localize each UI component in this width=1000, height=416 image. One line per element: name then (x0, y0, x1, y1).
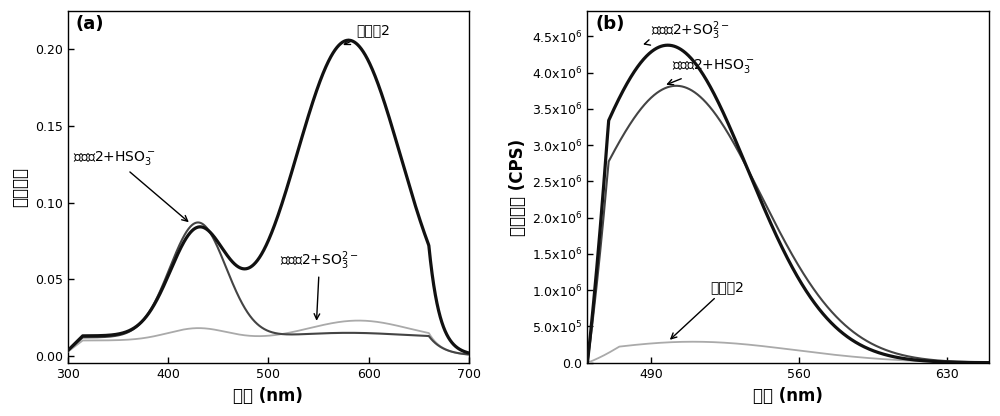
Text: 化合物2: 化合物2 (344, 23, 390, 45)
Text: 化合物2+SO$_3^{2-}$: 化合物2+SO$_3^{2-}$ (644, 20, 729, 45)
Text: 化合物2+HSO$_3^-$: 化合物2+HSO$_3^-$ (73, 149, 188, 221)
Text: 化合物2+SO$_3^{2-}$: 化合物2+SO$_3^{2-}$ (280, 249, 359, 319)
X-axis label: 波长 (nm): 波长 (nm) (753, 387, 823, 405)
Y-axis label: 荧光强度 (CPS): 荧光强度 (CPS) (509, 139, 527, 236)
Text: 化合物2: 化合物2 (671, 280, 744, 339)
Y-axis label: 吸收强度: 吸收强度 (11, 167, 29, 207)
Text: (a): (a) (76, 15, 104, 32)
Text: (b): (b) (595, 15, 625, 32)
X-axis label: 波长 (nm): 波长 (nm) (233, 387, 303, 405)
Text: 化合物2+HSO$_3^-$: 化合物2+HSO$_3^-$ (668, 57, 755, 85)
